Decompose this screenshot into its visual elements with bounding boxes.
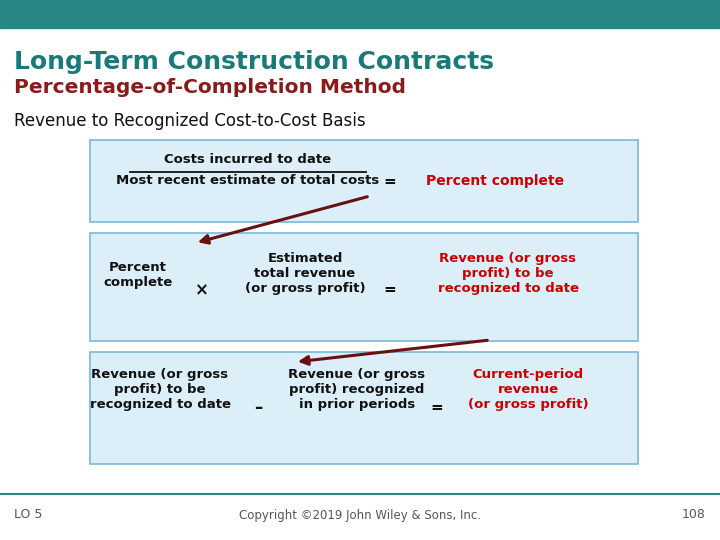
Text: =: = [430, 401, 443, 415]
Text: Most recent estimate of total costs: Most recent estimate of total costs [117, 174, 379, 187]
Text: Percent
complete: Percent complete [104, 261, 173, 289]
Bar [0, 0, 720, 28]
Text: =: = [383, 173, 396, 188]
Text: Revenue (or gross
profit) to be
recognized to date: Revenue (or gross profit) to be recogniz… [89, 368, 230, 411]
Text: Costs incurred to date: Costs incurred to date [164, 153, 332, 166]
Text: Percentage-of-Completion Method: Percentage-of-Completion Method [14, 78, 406, 97]
FancyBboxPatch shape [90, 140, 638, 222]
Text: =: = [383, 282, 396, 298]
Text: LO 5: LO 5 [14, 509, 42, 522]
Text: Percent complete: Percent complete [426, 174, 564, 188]
Text: 108: 108 [682, 509, 706, 522]
Text: ×: × [195, 281, 209, 299]
Text: Copyright ©2019 John Wiley & Sons, Inc.: Copyright ©2019 John Wiley & Sons, Inc. [239, 509, 481, 522]
FancyBboxPatch shape [90, 233, 638, 341]
FancyBboxPatch shape [90, 352, 638, 464]
Text: Revenue (or gross
profit) recognized
in prior periods: Revenue (or gross profit) recognized in … [289, 368, 426, 411]
Text: Revenue to Recognized Cost-to-Cost Basis: Revenue to Recognized Cost-to-Cost Basis [14, 112, 366, 130]
Text: Estimated
total revenue
(or gross profit): Estimated total revenue (or gross profit… [245, 252, 365, 295]
Text: Current-period
revenue
(or gross profit): Current-period revenue (or gross profit) [468, 368, 588, 411]
Text: –: – [254, 399, 262, 417]
Text: Long-Term Construction Contracts: Long-Term Construction Contracts [14, 50, 494, 74]
Text: Revenue (or gross
profit) to be
recognized to date: Revenue (or gross profit) to be recogniz… [438, 252, 578, 295]
